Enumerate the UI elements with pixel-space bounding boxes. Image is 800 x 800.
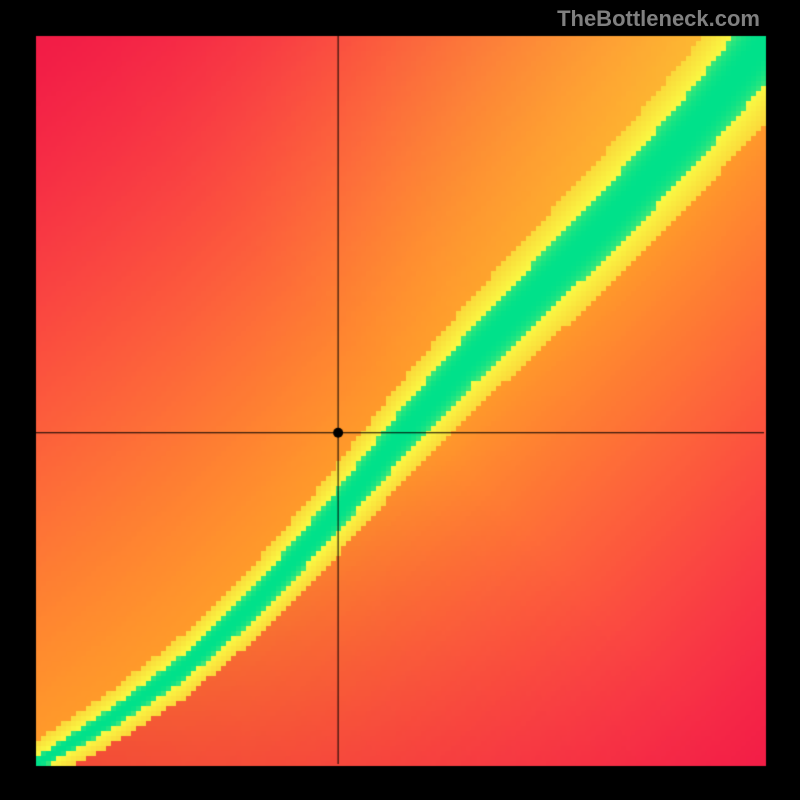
bottleneck-heatmap (0, 0, 800, 800)
watermark-text: TheBottleneck.com (557, 6, 760, 32)
chart-container: TheBottleneck.com (0, 0, 800, 800)
